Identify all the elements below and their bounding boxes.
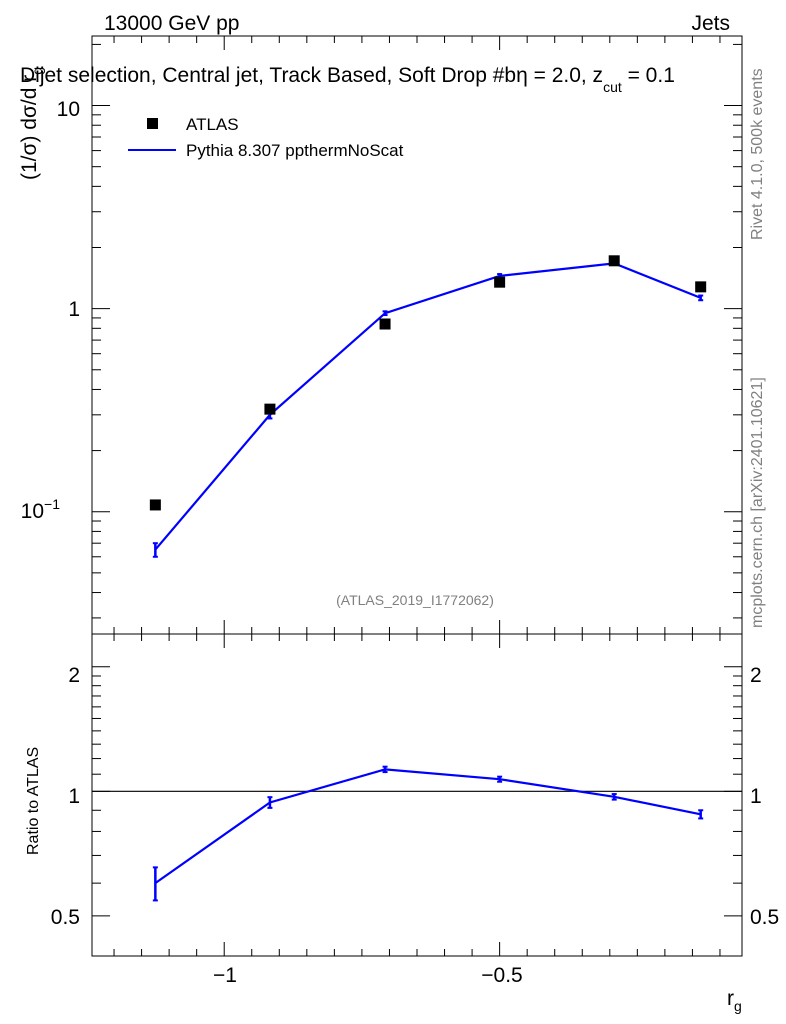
main-y-label-text: (1/σ) dσ/d r bbox=[18, 75, 41, 180]
ratio-ytick-2-right: 2 bbox=[750, 664, 762, 687]
legend-data-label: ATLAS bbox=[186, 115, 239, 134]
atlas-data-point bbox=[379, 318, 391, 330]
plot-title-tail: η = 2.0, z bbox=[516, 64, 603, 87]
ratio-ytick-1-right: 1 bbox=[750, 785, 762, 808]
main-panel-marks bbox=[149, 255, 707, 558]
plot-title-main: Dijet selection, Central jet, Track Base… bbox=[20, 64, 516, 87]
main-y-label: (1/σ) dσ/d rg bbox=[18, 67, 45, 180]
xtick-label-minus1: −1 bbox=[213, 964, 237, 987]
atlas-data-point bbox=[494, 276, 506, 288]
atlas-data-point bbox=[264, 403, 276, 415]
x-axis-label: rg bbox=[727, 987, 742, 1014]
xtick-label-minus0.5: −0.5 bbox=[481, 964, 522, 987]
ytick-label-0.1: 10−1 bbox=[21, 496, 61, 523]
legend-mc-label: Pythia 8.307 ppthermNoScat bbox=[186, 141, 404, 160]
ratio-panel-frame bbox=[91, 633, 743, 957]
plot-title: Dijet selection, Central jet, Track Base… bbox=[20, 64, 675, 95]
atlas-data-point bbox=[149, 499, 161, 511]
header-right: Jets bbox=[691, 12, 730, 35]
ratio-ytick-2-left: 2 bbox=[68, 664, 80, 687]
plot-title-sub: cut bbox=[603, 79, 622, 95]
rivet-label: Rivet 4.1.0, 500k events bbox=[749, 68, 766, 240]
atlas-data-point bbox=[695, 281, 707, 293]
ratio-ytick-0.5-left: 0.5 bbox=[51, 906, 80, 929]
mc-series-line bbox=[154, 262, 702, 551]
ytick-label-1: 1 bbox=[68, 298, 80, 321]
plot-title-end: = 0.1 bbox=[622, 64, 675, 87]
x-axis-label-text: r bbox=[727, 987, 734, 1010]
ratio-series-line bbox=[154, 768, 701, 884]
ytick-exp-power: −1 bbox=[44, 496, 60, 512]
x-axis-label-sub: g bbox=[734, 998, 742, 1014]
atlas-data-point bbox=[608, 255, 620, 267]
legend-data-marker bbox=[147, 118, 158, 129]
ytick-exp-base: 10 bbox=[21, 500, 44, 523]
ratio-ytick-0.5-right: 0.5 bbox=[750, 906, 779, 929]
ratio-panel-marks bbox=[152, 765, 704, 902]
mcplots-label: mcplots.cern.ch [arXiv:2401.10621] bbox=[749, 377, 766, 628]
axis-ticks bbox=[92, 36, 742, 957]
ratio-y-label: Ratio to ATLAS bbox=[25, 747, 42, 855]
header-left: 13000 GeV pp bbox=[104, 12, 239, 35]
main-y-label-sub: g bbox=[29, 67, 45, 75]
ratio-ytick-1-left: 1 bbox=[68, 785, 80, 808]
ytick-label-10: 10 bbox=[57, 98, 80, 121]
analysis-watermark: (ATLAS_2019_I1772062) bbox=[336, 592, 494, 608]
